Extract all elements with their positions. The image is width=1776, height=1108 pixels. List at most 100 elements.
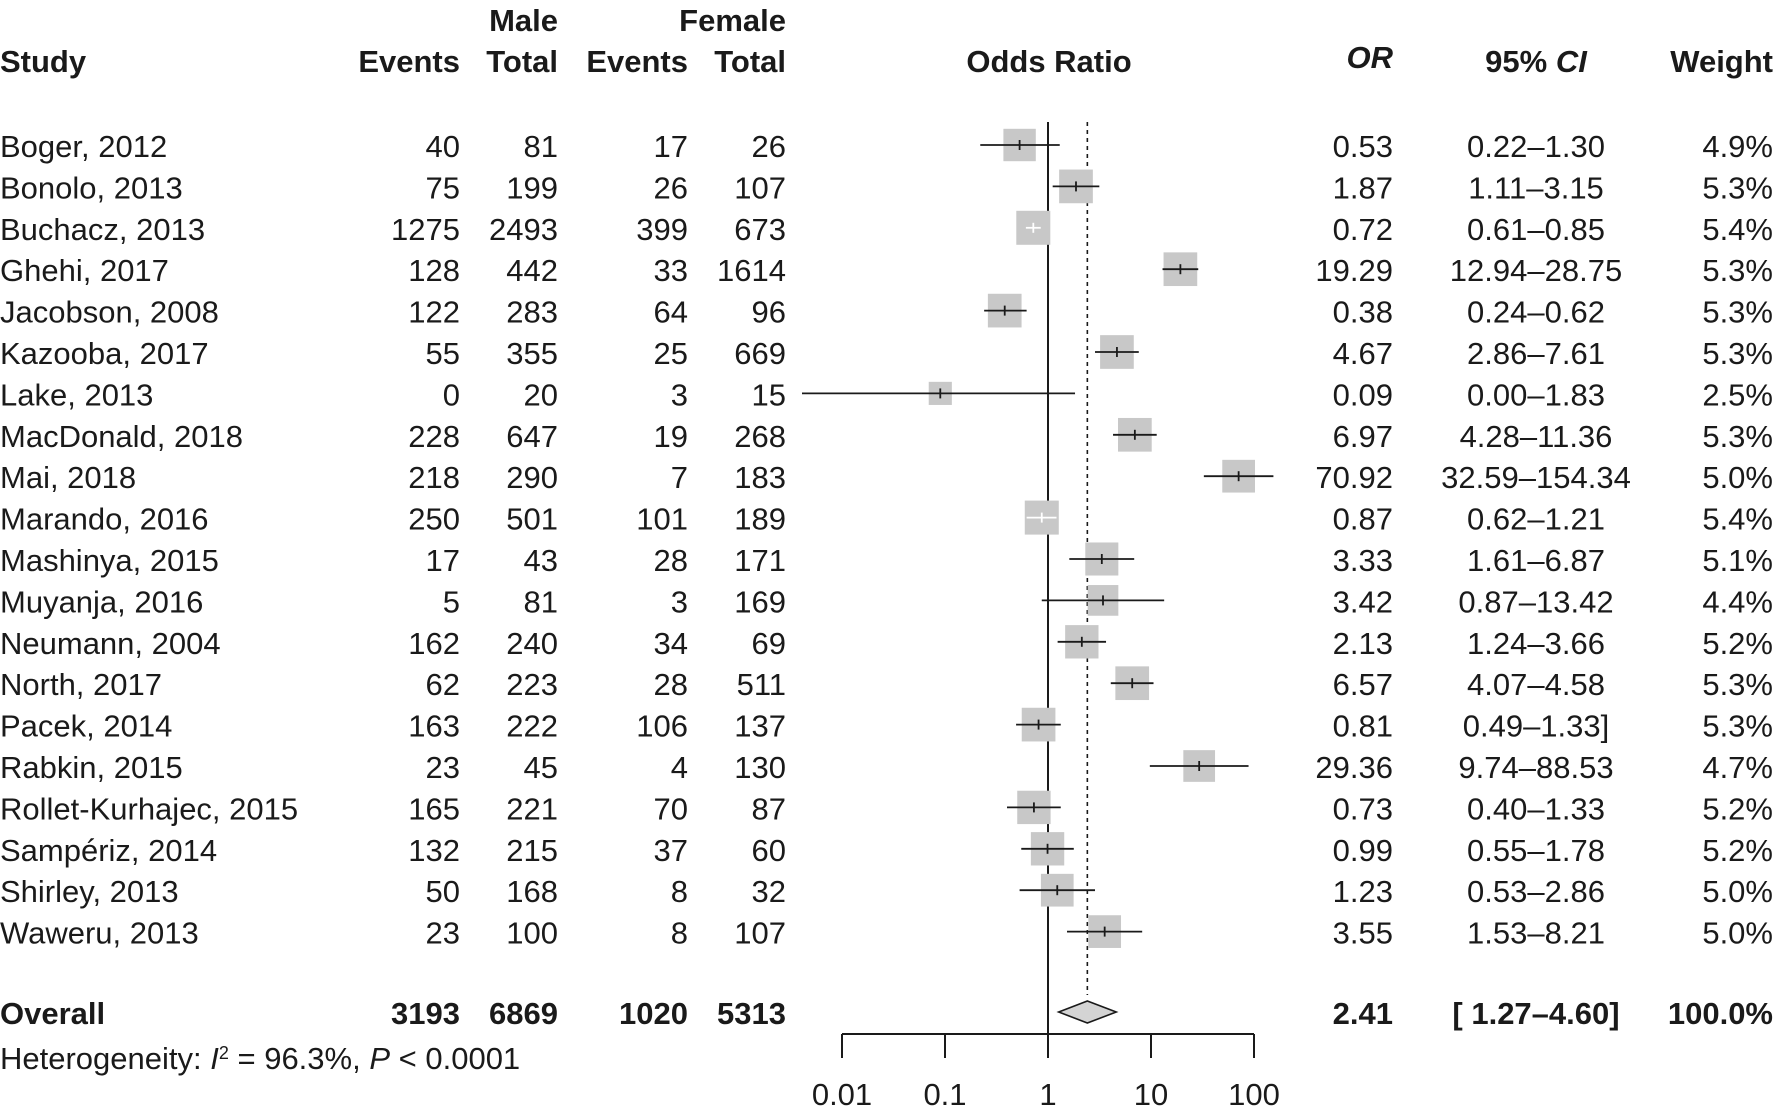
or-value: 0.81: [1333, 709, 1393, 744]
weight-value: 5.4%: [1702, 212, 1773, 247]
header-weight: Weight: [1670, 44, 1773, 79]
or-value: 29.36: [1315, 750, 1393, 785]
male-total: 290: [506, 460, 558, 495]
female-total: 169: [734, 584, 786, 619]
x-tick-label: 10: [1134, 1077, 1168, 1108]
or-value: 0.73: [1333, 791, 1393, 826]
weight-value: 5.3%: [1702, 295, 1773, 330]
female-events: 17: [654, 129, 688, 164]
study-name: Boger, 2012: [0, 129, 167, 164]
ci-value: 0.24–0.62: [1467, 295, 1605, 330]
heterogeneity-text: Heterogeneity: I2 = 96.3%, P < 0.0001: [0, 1041, 520, 1076]
or-value: 70.92: [1315, 460, 1393, 495]
ci-value: 12.94–28.75: [1450, 253, 1622, 288]
female-total: 130: [734, 750, 786, 785]
female-total: 96: [752, 295, 786, 330]
study-name: Lake, 2013: [0, 377, 153, 412]
female-total: 1614: [717, 253, 786, 288]
overall-ci: [ 1.27–4.60]: [1452, 996, 1619, 1031]
female-events: 3: [671, 584, 688, 619]
weight-value: 5.3%: [1702, 336, 1773, 371]
male-events: 0: [443, 377, 460, 412]
female-total: 268: [734, 419, 786, 454]
study-name: Kazooba, 2017: [0, 336, 209, 371]
weight-value: 5.3%: [1702, 709, 1773, 744]
or-value: 3.42: [1333, 584, 1393, 619]
or-value: 6.57: [1333, 667, 1393, 702]
female-total: 69: [752, 626, 786, 661]
male-events: 228: [408, 419, 460, 454]
or-value: 2.13: [1333, 626, 1393, 661]
male-events: 23: [426, 750, 460, 785]
ci-value: 1.53–8.21: [1467, 916, 1605, 951]
weight-value: 4.7%: [1702, 750, 1773, 785]
ci-value: 1.11–3.15: [1468, 170, 1604, 205]
header-female-total: Total: [714, 44, 786, 79]
female-total: 189: [734, 502, 786, 537]
weight-value: 5.2%: [1702, 791, 1773, 826]
male-events: 62: [426, 667, 460, 702]
female-events: 106: [636, 709, 688, 744]
or-value: 1.23: [1333, 874, 1393, 909]
female-events: 25: [654, 336, 688, 371]
header-female: Female: [679, 3, 786, 38]
or-value: 0.99: [1333, 833, 1393, 868]
study-name: Rabkin, 2015: [0, 750, 183, 785]
ci-value: 9.74–88.53: [1458, 750, 1613, 785]
ci-value: 0.55–1.78: [1467, 833, 1605, 868]
male-total: 501: [506, 502, 558, 537]
female-total: 107: [734, 916, 786, 951]
or-value: 6.97: [1333, 419, 1393, 454]
header-study: Study: [0, 44, 87, 79]
female-events: 4: [671, 750, 688, 785]
female-events: 3: [671, 377, 688, 412]
overall-female-events: 1020: [619, 996, 688, 1031]
male-events: 23: [426, 916, 460, 951]
study-name: Bonolo, 2013: [0, 170, 183, 205]
or-value: 0.53: [1333, 129, 1393, 164]
or-value: 3.33: [1333, 543, 1393, 578]
male-total: 168: [506, 874, 558, 909]
female-total: 60: [752, 833, 786, 868]
ci-value: 0.53–2.86: [1467, 874, 1605, 909]
study-name: Ghehi, 2017: [0, 253, 169, 288]
male-events: 163: [408, 709, 460, 744]
overall-label: Overall: [0, 996, 105, 1031]
male-events: 50: [426, 874, 460, 909]
female-events: 8: [671, 916, 688, 951]
ci-value: 0.22–1.30: [1467, 129, 1605, 164]
study-name: MacDonald, 2018: [0, 419, 243, 454]
plot-title: Odds Ratio: [966, 44, 1131, 79]
weight-value: 5.0%: [1702, 460, 1773, 495]
male-total: 222: [506, 709, 558, 744]
header-male-total: Total: [486, 44, 558, 79]
or-value: 4.67: [1333, 336, 1393, 371]
overall-female-total: 5313: [717, 996, 786, 1031]
female-events: 28: [654, 543, 688, 578]
or-value: 19.29: [1315, 253, 1393, 288]
male-total: 215: [506, 833, 558, 868]
ci-value: 32.59–154.34: [1441, 460, 1631, 495]
male-total: 43: [524, 543, 558, 578]
header-male: Male: [489, 3, 558, 38]
male-total: 283: [506, 295, 558, 330]
or-value: 0.09: [1333, 377, 1393, 412]
female-events: 28: [654, 667, 688, 702]
female-events: 70: [654, 791, 688, 826]
female-total: 26: [752, 129, 786, 164]
weight-value: 4.9%: [1702, 129, 1773, 164]
female-events: 19: [654, 419, 688, 454]
male-total: 240: [506, 626, 558, 661]
male-events: 1275: [391, 212, 460, 247]
study-name: Mashinya, 2015: [0, 543, 219, 578]
ci-value: 0.61–0.85: [1467, 212, 1605, 247]
ci-value: 4.07–4.58: [1467, 667, 1605, 702]
male-events: 5: [443, 584, 460, 619]
study-name: Neumann, 2004: [0, 626, 221, 661]
header-or: OR: [1347, 40, 1394, 75]
study-name: Marando, 2016: [0, 502, 209, 537]
female-events: 101: [636, 502, 688, 537]
male-total: 355: [506, 336, 558, 371]
ci-value: 1.61–6.87: [1467, 543, 1605, 578]
weight-value: 5.0%: [1702, 916, 1773, 951]
